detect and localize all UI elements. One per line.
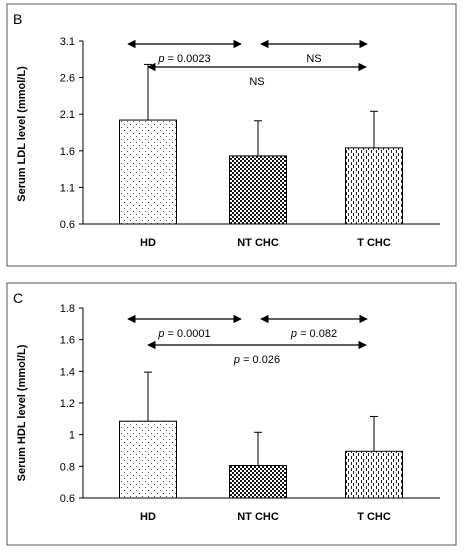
panel-b-plot: 0.6 1.1 1.6 2.1 2.6 3.1 HD NT CHC T CHC p = 0.002… [60, 36, 440, 249]
significance-label: p = 0.082 [290, 328, 337, 340]
x-tick-label: T CHC [357, 237, 391, 249]
y-tick-label: 1.6 [60, 146, 75, 158]
x-tick-label: NT CHC [237, 237, 279, 249]
bar-nt-chc [229, 465, 287, 499]
y-tick-label: 1 [69, 430, 75, 442]
panel-c-frame [6, 282, 457, 546]
panel-c-plot: 0.6 0.8 1 1.2 1.4 1.6 1.8 HD NT CHC T CHC p = 0.00… [60, 303, 440, 523]
panel-b-ylabel: Serum LDL level (mmol/L) [16, 66, 28, 202]
panel-c-ylabel: Serum HDL level (mmol/L) [16, 344, 28, 481]
y-tick-label: 1.4 [60, 366, 75, 378]
significance-label: NS [249, 76, 264, 88]
y-tick-label: 0.6 [60, 493, 75, 505]
bar-hd [119, 119, 177, 225]
bar-t-chc [345, 450, 403, 499]
y-tick-label: 1.1 [60, 182, 75, 194]
y-tick-label: 1.6 [60, 335, 75, 347]
y-tick-label: 0.8 [60, 461, 75, 473]
y-tick-label: 2.1 [60, 109, 75, 121]
bar-hd [119, 420, 177, 499]
panel-c-letter: C [13, 290, 23, 306]
y-tick-label: 1.8 [60, 303, 75, 315]
x-tick-label: NT CHC [237, 511, 279, 523]
significance-label: p = 0.0001 [157, 328, 210, 340]
significance-label: p = 0.0023 [157, 53, 210, 65]
significance-label: p = 0.026 [233, 354, 280, 366]
significance-label: NS [306, 53, 321, 65]
x-tick-label: HD [140, 237, 156, 249]
bar-nt-chc [229, 155, 287, 225]
x-tick-label: HD [140, 511, 156, 523]
bar-t-chc [345, 147, 403, 225]
panel-c: C Serum HDL level (mmol/L) 0.6 0.8 1 1.2 1.4… [6, 282, 457, 546]
x-tick-label: T CHC [357, 511, 391, 523]
y-tick-label: 1.2 [60, 398, 75, 410]
panel-b-letter: B [13, 11, 22, 27]
y-tick-label: 2.6 [60, 73, 75, 85]
y-tick-label: 3.1 [60, 36, 75, 48]
panel-b: B Serum LDL level (mmol/L) 0.6 1.1 1.6 2.1 2… [6, 3, 457, 267]
y-tick-label: 0.6 [60, 219, 75, 231]
